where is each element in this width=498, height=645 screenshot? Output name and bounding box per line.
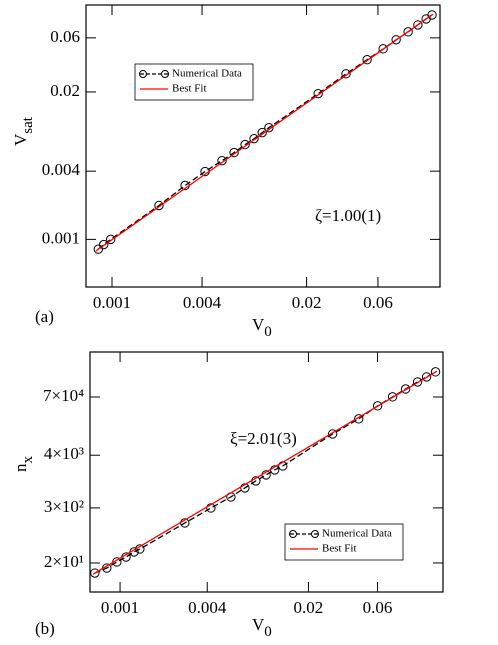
y-label-sub: x	[20, 456, 36, 464]
data-point	[93, 244, 104, 254]
x-axis-label: V0	[252, 315, 272, 341]
data-point	[99, 239, 109, 250]
y-label-sub: sat	[20, 116, 36, 133]
y-axis-label: nx	[11, 456, 37, 473]
data-point	[154, 200, 164, 211]
y-label-main: V	[11, 133, 30, 146]
plot-frame	[85, 4, 441, 288]
annotation: ξ=2.01(3)	[230, 429, 297, 448]
legend-box	[284, 523, 404, 561]
legend-label: Numerical Data	[322, 528, 392, 540]
data-point	[400, 384, 411, 394]
panel-label: (b)	[35, 619, 55, 638]
data-point	[354, 414, 364, 424]
legend-label: Best Fit	[322, 543, 357, 555]
y-tick-label: 7×10⁴	[43, 386, 84, 405]
legend-marker	[311, 530, 319, 538]
x-tick-label: 0.02	[294, 598, 324, 617]
data-point	[257, 127, 267, 138]
y-tick-label: 0.004	[42, 160, 81, 179]
legend-box	[134, 63, 254, 101]
data-point	[217, 155, 227, 166]
y-tick-label: 2×10¹	[44, 552, 84, 571]
y-tick-label: 4×10³	[44, 444, 84, 463]
annotation: ζ=1.00(1)	[315, 206, 381, 225]
x-label-sub: 0	[264, 324, 272, 340]
data-point	[421, 372, 432, 382]
data-point	[105, 234, 116, 245]
data-point	[240, 483, 250, 493]
y-tick-label: 0.06	[50, 27, 80, 46]
y-tick-label: 0.02	[50, 81, 80, 100]
y-label-main: n	[11, 463, 30, 472]
data-point	[372, 401, 383, 411]
data-point	[313, 88, 323, 99]
x-tick-label: 0.004	[188, 598, 227, 617]
data-point	[264, 122, 274, 133]
x-tick-label: 0.02	[292, 293, 322, 312]
x-label-main: V	[252, 615, 265, 634]
data-point	[413, 20, 423, 30]
x-axis-label: V0	[252, 615, 272, 641]
data-point	[430, 367, 441, 377]
legend-marker	[289, 530, 297, 538]
data-point	[378, 44, 388, 54]
data-point	[327, 429, 338, 439]
x-label-sub: 0	[264, 624, 272, 640]
x-tick-label: 0.06	[363, 598, 393, 617]
data-point	[249, 133, 259, 144]
y-tick-label: 0.001	[42, 228, 80, 247]
data-point	[90, 568, 100, 578]
data-point	[403, 27, 413, 37]
x-tick-label: 0.004	[183, 293, 222, 312]
data-point	[387, 392, 398, 402]
data-point	[240, 139, 250, 150]
data-point	[391, 35, 401, 45]
y-tick-label: 3×10²	[44, 497, 84, 516]
legend-marker	[161, 70, 169, 78]
y-axis-label: Vsat	[11, 116, 37, 146]
series-line	[95, 13, 434, 252]
data-point	[362, 55, 372, 65]
data-point	[341, 69, 351, 79]
data-point	[206, 503, 216, 513]
plot-frame	[89, 351, 444, 593]
series-line	[92, 370, 438, 575]
panel-label: (a)	[35, 307, 54, 326]
data-point	[427, 10, 437, 20]
x-tick-label: 0.001	[101, 598, 139, 617]
legend-label: Best Fit	[172, 83, 207, 95]
data-point	[229, 147, 239, 158]
legend-label: Numerical Data	[172, 68, 242, 80]
data-point	[412, 377, 423, 387]
legend-marker	[139, 70, 147, 78]
x-tick-label: 0.001	[93, 293, 131, 312]
x-tick-label: 0.06	[363, 293, 393, 312]
x-label-main: V	[252, 315, 265, 334]
